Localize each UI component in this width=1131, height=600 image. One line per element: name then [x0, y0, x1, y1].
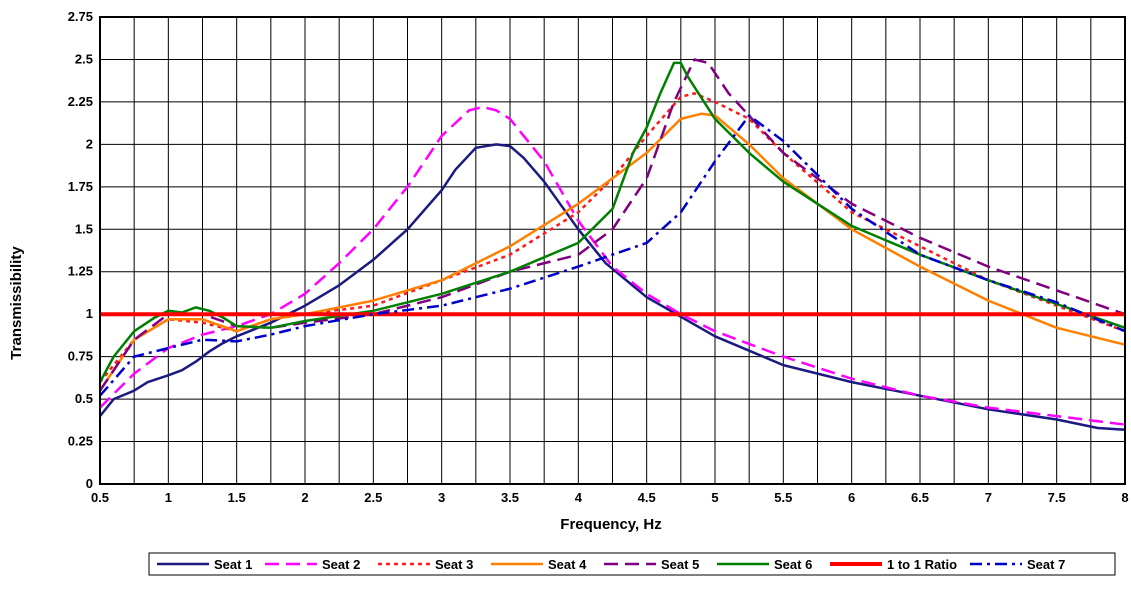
y-tick-label: 0 — [86, 476, 93, 491]
legend-label-seat-7: Seat 7 — [1027, 557, 1065, 572]
series-line-seat-2 — [99, 105, 1126, 426]
y-tick-label: 2.75 — [68, 9, 93, 24]
series-line-seat-1 — [99, 143, 1126, 431]
y-tick-label: 1.75 — [68, 179, 93, 194]
x-tick-label: 4.5 — [638, 490, 656, 505]
x-tick-label: 1.5 — [228, 490, 246, 505]
y-tick-label: 2 — [86, 136, 93, 151]
y-tick-label: 1.5 — [75, 221, 93, 236]
y-tick-label: 2.25 — [68, 94, 93, 109]
legend-label-seat-2: Seat 2 — [322, 557, 360, 572]
x-axis-title: Frequency, Hz — [560, 516, 661, 533]
series-line-seat-7 — [99, 114, 1126, 397]
tick-labels: 0.5 1 1.5 2 2.5 3 3.5 4 4.5 5 5.5 6 6.5 7 7.5 8 0 0.25 0.5… — [68, 9, 1129, 505]
legend: Seat 1 Seat 2 Seat 3 Seat 4 Seat 5 Seat 6 1 to… — [148, 552, 1116, 576]
legend-label-1-to-1-ratio: 1 to 1 Ratio — [887, 557, 957, 572]
legend-label-seat-4: Seat 4 — [548, 557, 587, 572]
x-tick-label: 5 — [711, 490, 718, 505]
x-tick-label: 8 — [1121, 490, 1128, 505]
legend-label-seat-3: Seat 3 — [435, 557, 473, 572]
series-line-seat-5 — [98, 58, 1126, 392]
y-tick-label: 1 — [86, 306, 93, 321]
legend-label-seat-1: Seat 1 — [214, 557, 252, 572]
x-tick-label: 6 — [848, 490, 855, 505]
grid-lines — [99, 16, 1126, 485]
y-tick-label: 2.5 — [75, 51, 93, 66]
x-tick-label: 6.5 — [911, 490, 929, 505]
y-tick-label: 0.5 — [75, 391, 93, 406]
y-tick-label: 0.25 — [68, 434, 93, 449]
x-tick-label: 2.5 — [364, 490, 382, 505]
y-tick-label: 1.25 — [68, 264, 93, 279]
y-axis-title: Transmissibility — [8, 246, 25, 360]
x-tick-label: 2 — [301, 490, 308, 505]
series-lines — [98, 58, 1126, 431]
legend-label-seat-6: Seat 6 — [774, 557, 812, 572]
legend-label-seat-5: Seat 5 — [661, 557, 699, 572]
x-tick-label: 5.5 — [774, 490, 792, 505]
plot-frame — [99, 16, 1126, 485]
y-tick-label: 0.75 — [68, 349, 93, 364]
x-tick-label: 7 — [985, 490, 992, 505]
x-tick-label: 4 — [575, 490, 583, 505]
x-tick-label: 7.5 — [1048, 490, 1066, 505]
x-tick-label: 3 — [438, 490, 445, 505]
series-line-seat-4 — [98, 112, 1126, 392]
x-tick-label: 0.5 — [91, 490, 109, 505]
x-tick-label: 1 — [165, 490, 172, 505]
x-tick-label: 3.5 — [501, 490, 519, 505]
